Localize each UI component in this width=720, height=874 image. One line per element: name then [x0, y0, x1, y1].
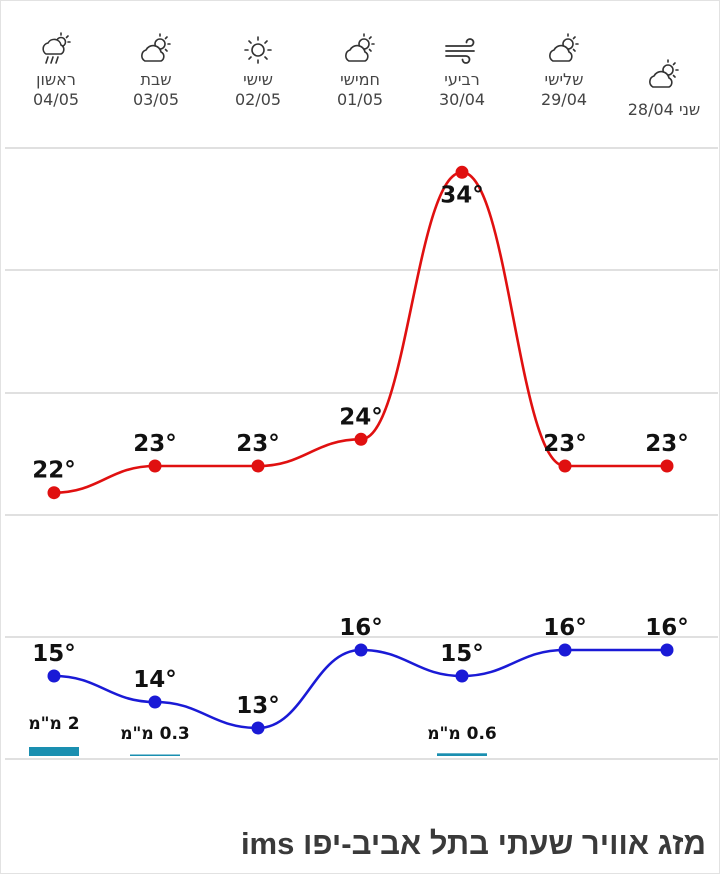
- rain-label: 0.3 מ"מ: [120, 724, 190, 744]
- rain-label: 2 מ"מ: [28, 714, 79, 734]
- max-temp-point: [558, 459, 572, 473]
- day-column-friday[interactable]: שישי 02/05: [208, 32, 308, 110]
- max-temp-line: [53, 170, 667, 494]
- day-column-thursday[interactable]: חמישי 01/05: [310, 32, 410, 110]
- min-temp-label: 13°: [236, 693, 280, 719]
- day-date: 04/05: [32, 90, 80, 109]
- min-temp-label: 14°: [133, 667, 177, 693]
- rain-label: 0.6 מ"מ: [427, 724, 497, 744]
- rain-bar: [130, 754, 180, 756]
- partly-cloudy-icon: [649, 59, 679, 88]
- day-column-wednesday[interactable]: רביעי 30/04: [412, 32, 512, 110]
- day-date: 01/05: [336, 90, 384, 109]
- rain-cloud-sun-icon: [42, 32, 71, 64]
- max-temp-point: [148, 459, 162, 473]
- min-temp-point: [660, 643, 674, 657]
- day-date: 28/04: [627, 100, 674, 119]
- forecast-header: ראשון 04/05 שבת 03/05 שישי 02/05: [0, 0, 720, 140]
- day-date: 03/05: [132, 90, 180, 109]
- max-temp-point: [251, 459, 265, 473]
- max-temp-label: 23°: [645, 431, 689, 457]
- max-temp-label: 23°: [543, 431, 587, 457]
- day-name: שלישי: [544, 70, 584, 89]
- day-name: שבת: [140, 70, 172, 89]
- partly-cloudy-icon: [345, 33, 375, 62]
- max-temp-label: 24°: [339, 404, 383, 430]
- rain-bar: [29, 747, 79, 756]
- min-temp-point: [354, 643, 368, 657]
- wind-icon: [445, 38, 475, 64]
- max-temp-label: 23°: [133, 431, 177, 457]
- day-name: רביעי: [444, 70, 480, 89]
- min-temp-label: 15°: [440, 641, 484, 667]
- min-temp-label: 16°: [339, 615, 383, 641]
- max-temp-label: 34°: [440, 182, 484, 208]
- day-name: חמישי: [340, 70, 380, 89]
- max-temp-point: [47, 486, 61, 500]
- max-temp-label: 22°: [32, 458, 76, 484]
- day-name: ראשון: [36, 70, 76, 89]
- partly-cloudy-icon: [549, 33, 579, 62]
- day-name: שני: [678, 100, 701, 119]
- min-temp-point: [558, 643, 572, 657]
- partly-cloudy-icon: [141, 33, 171, 62]
- min-temp-point: [455, 669, 469, 683]
- day-name: שישי: [243, 70, 273, 89]
- max-temp-label: 23°: [236, 431, 280, 457]
- temperature-chart: 22° 23° 23° 24° 34° 23° 23° 15° 14° 13° 16° 15° 16° 1…: [5, 147, 718, 760]
- day-column-monday[interactable]: שני 28/04: [614, 58, 714, 120]
- min-temp-label: 16°: [543, 615, 587, 641]
- max-temp-point: [354, 432, 368, 446]
- min-temp-point: [148, 695, 162, 709]
- widget-title: מזג אוויר שעתי בתל אביב-יפו ims: [240, 826, 706, 861]
- min-temp-point: [251, 721, 265, 735]
- day-column-tuesday[interactable]: שלישי 29/04: [514, 32, 614, 110]
- min-temp-label: 16°: [645, 615, 689, 641]
- max-temp-point: [455, 165, 469, 179]
- rain-bar: [437, 753, 487, 756]
- min-temp-point: [47, 669, 61, 683]
- max-temp-point: [660, 459, 674, 473]
- min-temp-label: 15°: [32, 641, 76, 667]
- sun-icon: [244, 36, 272, 64]
- day-column-saturday[interactable]: שבת 03/05: [106, 32, 206, 110]
- day-date: 02/05: [234, 90, 282, 109]
- day-column-sunday[interactable]: ראשון 04/05: [6, 32, 106, 110]
- day-date: 30/04: [438, 90, 486, 109]
- day-date: 29/04: [540, 90, 588, 109]
